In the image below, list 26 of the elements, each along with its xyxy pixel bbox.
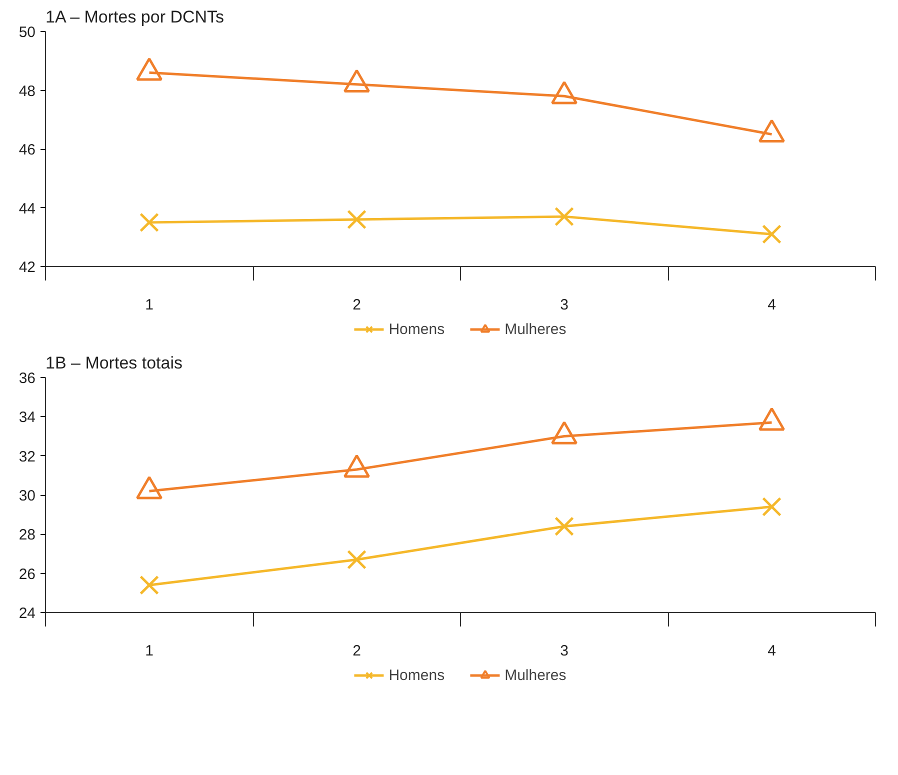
chart-title: 1B – Mortes totais	[46, 354, 183, 372]
y-tick-label: 28	[18, 526, 36, 544]
y-tick-label: 34	[18, 409, 36, 426]
x-tick-label: 1	[145, 296, 154, 314]
x-tick-label: 3	[560, 642, 568, 660]
x-tick-label: 2	[352, 296, 361, 314]
y-tick-label: 48	[18, 82, 36, 100]
x-tick-label: 3	[560, 296, 568, 314]
legend-label: Homens	[388, 666, 445, 684]
y-tick-label: 30	[18, 488, 36, 504]
legend-label: Mulheres	[504, 320, 566, 338]
y-tick-label: 44	[18, 200, 36, 218]
chart-title: 1A – Mortes por DCNTs	[46, 8, 224, 26]
y-tick-label: 50	[18, 24, 36, 41]
y-tick-label: 42	[18, 259, 36, 276]
legend-label: Mulheres	[504, 666, 566, 684]
legend-label: Homens	[388, 320, 445, 338]
x-tick-label: 4	[768, 296, 776, 314]
y-tick-label: 24	[18, 605, 36, 622]
y-tick-label: 26	[18, 566, 36, 583]
y-tick-label: 32	[18, 448, 36, 466]
y-tick-label: 36	[18, 370, 36, 387]
x-tick-label: 2	[352, 642, 361, 660]
x-tick-label: 1	[145, 642, 154, 660]
y-tick-label: 46	[18, 142, 36, 158]
x-tick-label: 4	[768, 642, 776, 660]
